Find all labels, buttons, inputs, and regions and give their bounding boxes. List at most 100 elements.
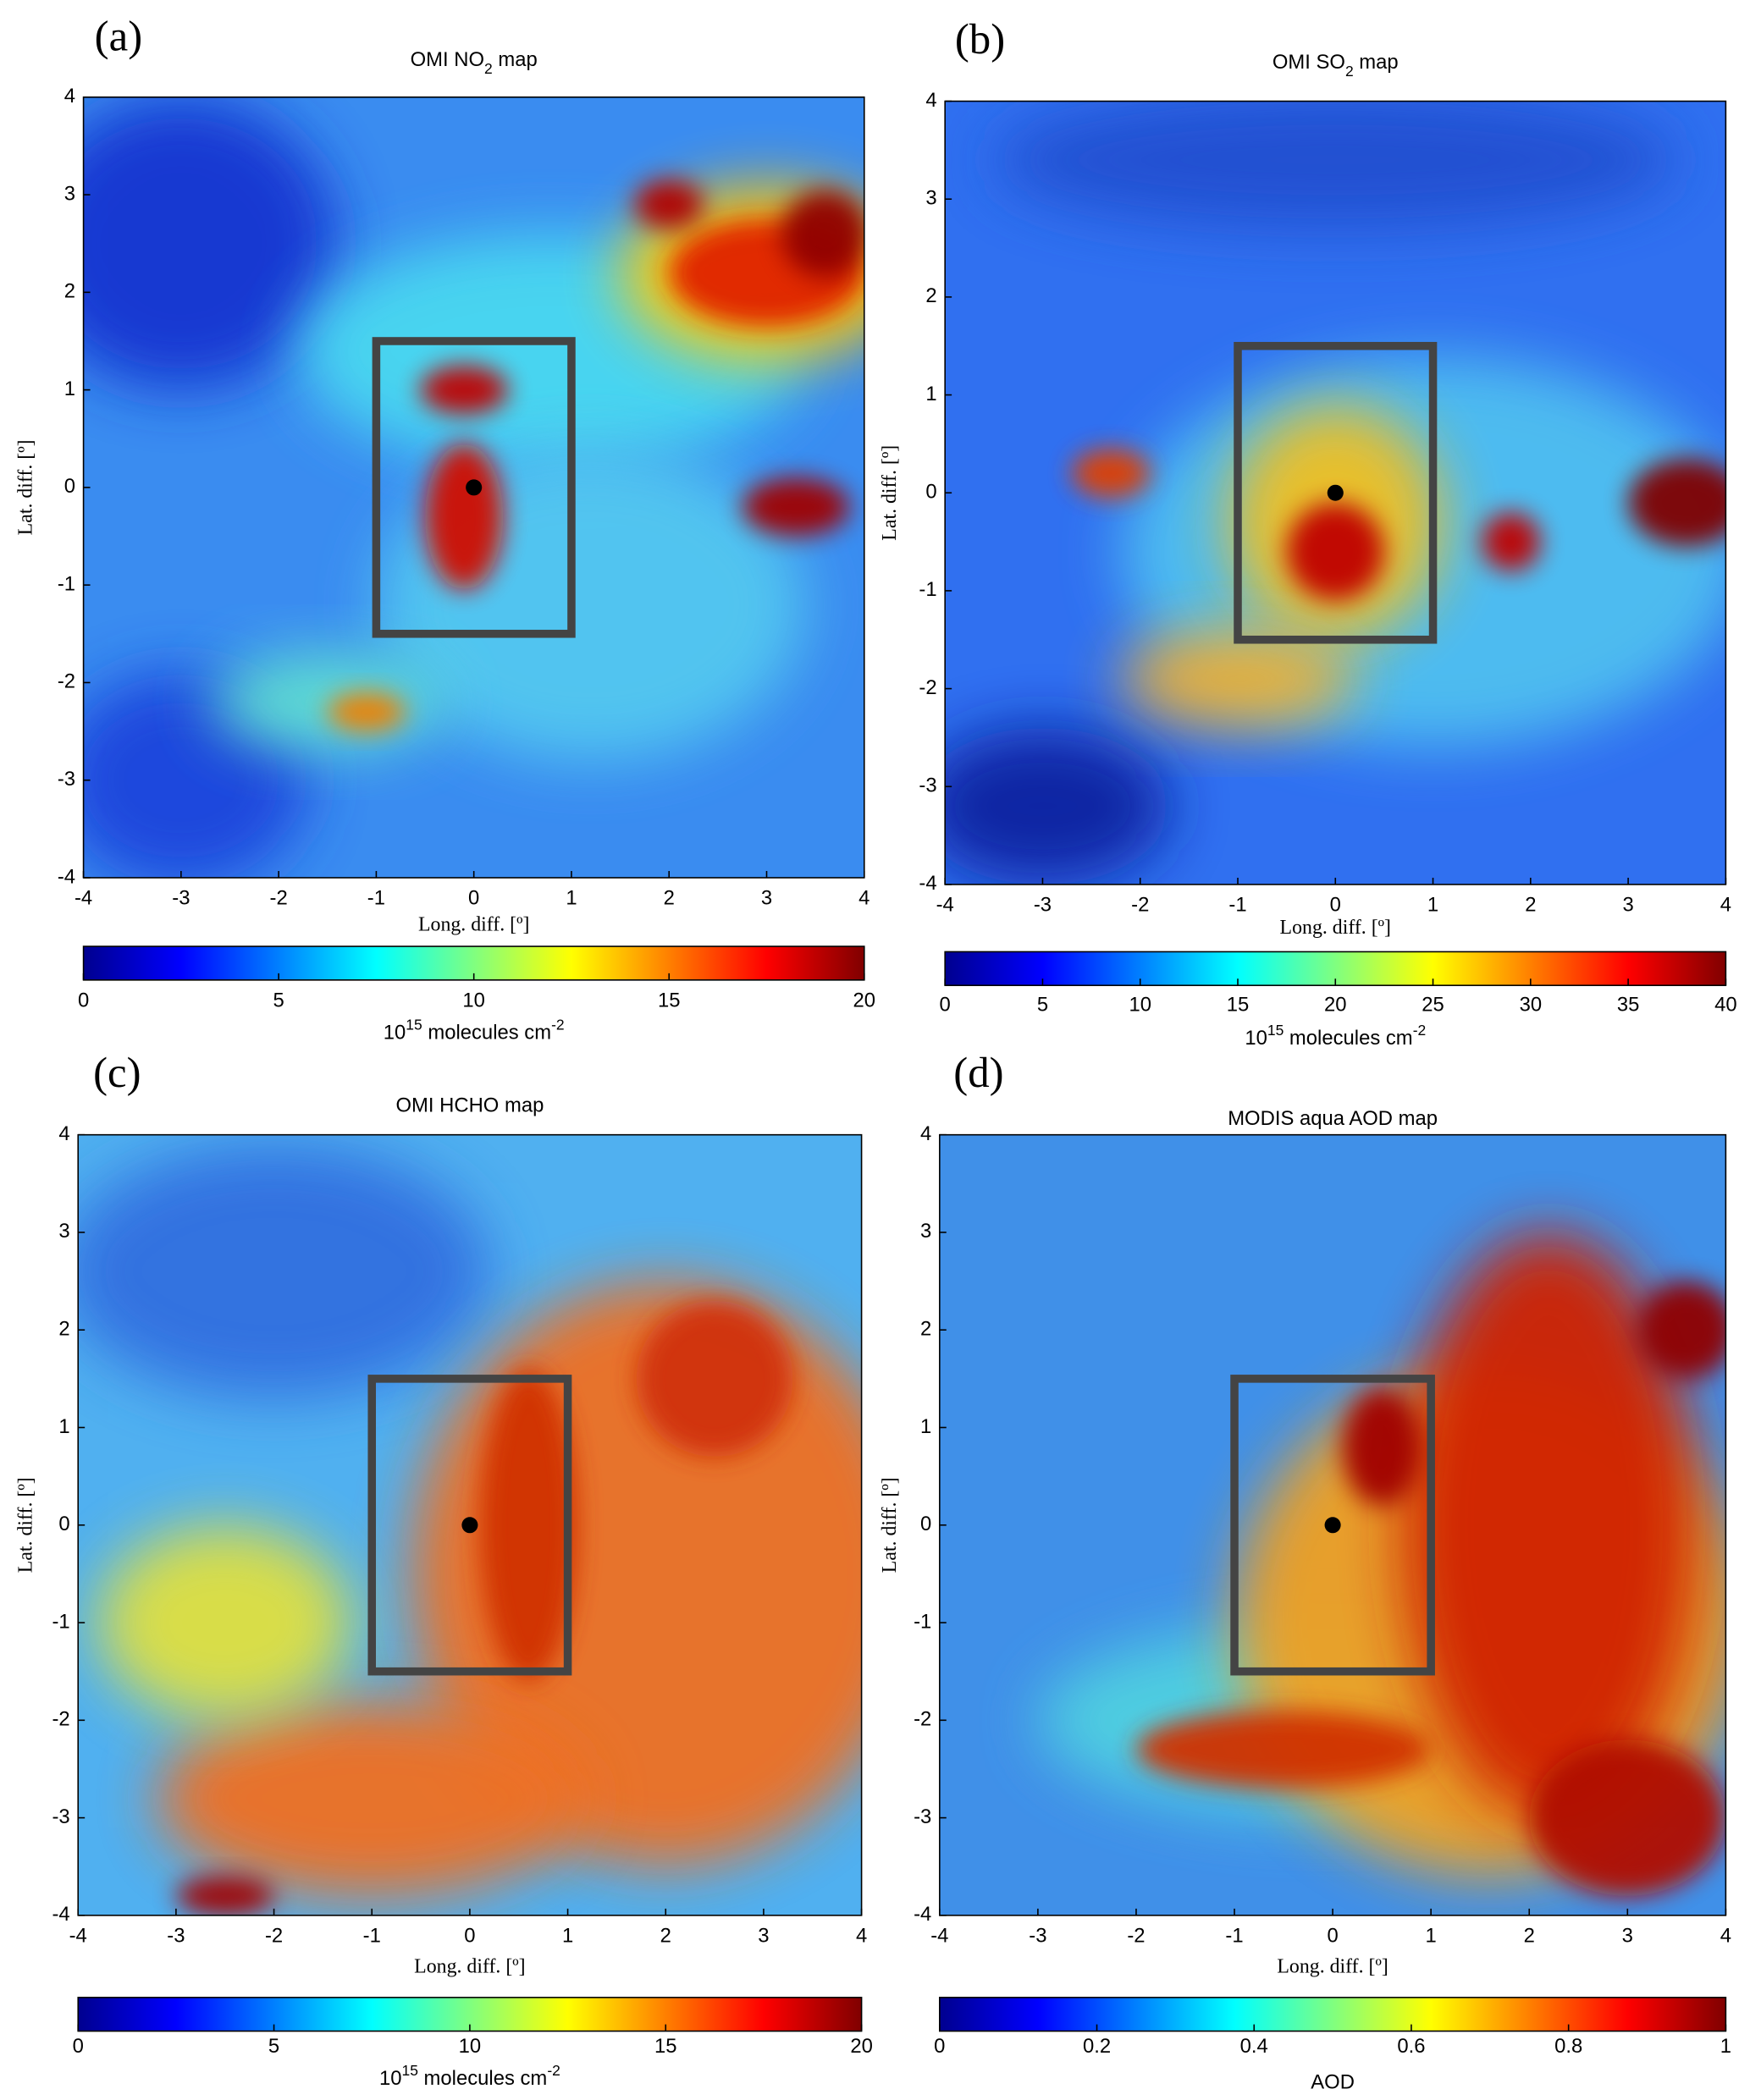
y-tick-label: 0 [925,481,936,504]
x-tick-label: 3 [761,887,772,910]
y-tick-label: -4 [52,1903,69,1926]
x-tick-label: 1 [566,887,577,910]
field-blob [945,727,1170,885]
x-tick-label: -1 [1225,1925,1243,1948]
colorbar-label-part: AOD [1311,2071,1355,2094]
colorbar-tick-label: 10 [459,2035,482,2058]
colorbar-tick-label: 1 [1720,2035,1731,2058]
y-tick-label: 4 [920,1122,931,1145]
field-blob [781,190,864,278]
colorbar-label-part: molecules cm [422,1022,551,1044]
chart-title-part: map [1354,51,1399,74]
y-tick-label: -3 [52,1805,69,1828]
colorbar-tick-label: 10 [462,989,485,1012]
chart-title: OMI NO2 map [411,48,538,76]
field-blob [1072,449,1151,499]
panel-label: (b) [955,16,1005,63]
y-tick-label: 3 [64,182,75,205]
y-axis-label: Lat. diff. [º] [14,439,36,535]
colorbar-label: AOD [1311,2071,1355,2094]
y-tick-label: 2 [920,1318,931,1341]
colorbar-tick-label: 15 [654,2035,677,2058]
colorbar-tick-label: 30 [1520,993,1543,1016]
chart-title: OMI HCHO map [395,1094,544,1117]
x-tick-label: -3 [172,887,190,910]
chart-title-part: OMI HCHO map [395,1094,544,1117]
y-tick-label: -2 [58,670,75,693]
colorbar-tick-label: 15 [658,989,681,1012]
x-tick-label: 3 [1622,1925,1633,1948]
field-blob [742,477,850,537]
x-tick-label: 0 [1327,1925,1338,1948]
colorbar-label-part: molecules cm [418,2067,547,2090]
region-box [372,337,576,638]
field-blob [78,1144,489,1398]
x-tick-label: 1 [1427,894,1438,917]
colorbar [939,1997,1727,2032]
y-tick-label: 4 [58,1122,69,1145]
y-tick-label: 2 [64,280,75,303]
x-tick-label: 0 [1330,894,1341,917]
heatmap-field [83,96,864,878]
x-tick-label: -2 [1127,1925,1145,1948]
chart-title-part: map [493,48,538,71]
x-tick-label: 2 [1525,894,1536,917]
y-tick-label: -1 [919,578,936,601]
y-tick-label: -1 [914,1610,931,1633]
chart-title-part: 2 [484,59,493,76]
x-tick-label: 2 [660,1925,671,1948]
region-box [1234,341,1438,644]
field-blob [175,1876,274,1915]
colorbar-label-part: 10 [1245,1027,1267,1050]
chart-title: MODIS aqua AOD map [1228,1107,1438,1130]
x-tick-label: 4 [1720,894,1731,917]
chart-title-part: OMI NO [411,48,484,71]
y-axis-label: Lat. diff. [º] [879,1477,901,1573]
site-point [1324,1517,1341,1534]
x-tick-label: -2 [1131,894,1149,917]
chart-title-part: OMI SO [1272,51,1345,74]
y-tick-label: 0 [64,475,75,498]
y-tick-label: -1 [52,1610,69,1633]
y-tick-label: 3 [925,187,936,210]
colorbar-tick-label: 0.6 [1397,2035,1425,2058]
field-blob [634,179,704,229]
colorbar-tick-label: 20 [853,989,876,1012]
field-blob [1286,502,1384,601]
y-tick-label: -4 [919,872,936,895]
field-blob [479,1369,578,1682]
colorbar-label: 1015 molecules cm-2 [384,1016,565,1044]
y-tick-label: -3 [58,768,75,791]
x-tick-label: 4 [856,1925,867,1948]
x-tick-label: -3 [1029,1925,1046,1948]
y-tick-label: -3 [914,1805,931,1828]
field-blob [1628,458,1726,547]
colorbar-label: 1015 molecules cm-2 [379,2061,560,2090]
colorbar-label-part: 10 [384,1022,406,1044]
field-blob [83,96,338,390]
colorbar-tick-label: 0.8 [1554,2035,1582,2058]
y-tick-label: 0 [920,1513,931,1535]
colorbar-tick-label: 5 [1037,993,1048,1016]
colorbar-tick-label: 0 [934,2035,945,2058]
colorbar-tick-label: 5 [273,989,284,1012]
field-blob [1135,1710,1432,1789]
x-tick-label: 2 [1524,1925,1535,1948]
colorbar-label-part: 15 [406,1016,422,1033]
site-point [461,1517,478,1534]
x-tick-label: 0 [464,1925,475,1948]
site-point [466,479,483,496]
field-blob [156,1700,588,1896]
colorbar-label-part: -2 [1413,1021,1427,1038]
chart-title-part: 2 [1345,63,1354,80]
x-axis-label: Long. diff. [º] [1280,917,1391,939]
colorbar-tick-label: 0.2 [1083,2035,1111,2058]
colorbar-tick-label: 20 [850,2035,873,2058]
y-tick-label: 2 [925,284,936,307]
x-tick-label: -4 [75,887,92,910]
colorbar-label-part: 15 [401,2061,417,2078]
y-axis-label: Lat. diff. [º] [14,1477,36,1573]
x-tick-label: 1 [562,1925,573,1948]
field-blob [1482,512,1541,571]
